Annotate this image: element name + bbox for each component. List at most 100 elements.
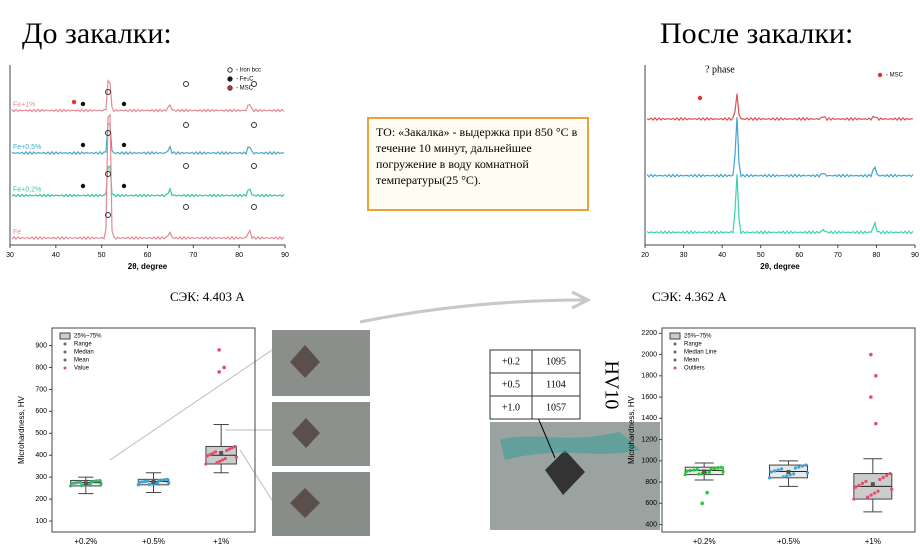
legend-swatch xyxy=(59,332,71,340)
y-tick-label: 800 xyxy=(645,479,657,486)
x-tick-label: 20 xyxy=(641,252,649,259)
mean xyxy=(870,482,875,487)
stain xyxy=(500,432,640,460)
outlier xyxy=(705,490,709,495)
plot-frame xyxy=(51,327,256,533)
legend-label: - Iron bcc xyxy=(236,68,261,74)
x-tick-label: 80 xyxy=(235,252,243,259)
point xyxy=(223,457,227,461)
peak-marker xyxy=(251,122,257,128)
x-tick-label: 50 xyxy=(757,252,765,259)
legend-label: 25%~75% xyxy=(74,334,102,340)
x-tick-label: 60 xyxy=(144,252,152,259)
legend-label: Mean xyxy=(74,358,89,364)
point xyxy=(769,470,773,474)
y-tick-label: 400 xyxy=(35,452,47,459)
legend-dot xyxy=(63,342,67,346)
point xyxy=(95,479,99,483)
x-tick-label: 30 xyxy=(6,252,14,259)
x-tick-label: +1% xyxy=(865,537,881,544)
outlier xyxy=(700,501,704,506)
point xyxy=(800,464,804,468)
peak-marker xyxy=(183,81,189,87)
point xyxy=(857,483,861,487)
mean xyxy=(219,451,224,456)
point xyxy=(147,482,151,487)
y-axis-label: Microhardness, HV xyxy=(17,395,26,464)
point xyxy=(227,447,232,451)
x-tick-label: 90 xyxy=(281,252,289,259)
point xyxy=(804,463,808,467)
peak-marker xyxy=(183,122,189,128)
point xyxy=(716,466,720,470)
y-tick-label: 700 xyxy=(35,386,47,393)
point xyxy=(214,450,218,454)
y-tick-label: 1000 xyxy=(641,458,657,465)
point xyxy=(881,475,885,480)
y-tick-label: 400 xyxy=(645,521,657,528)
point xyxy=(218,459,222,463)
point xyxy=(89,480,93,484)
peak-marker xyxy=(121,142,127,148)
peak-marker xyxy=(697,95,703,101)
outlier xyxy=(869,395,873,399)
mean xyxy=(151,479,156,484)
y-tick-label: 2000 xyxy=(641,351,657,358)
point xyxy=(205,454,209,458)
point xyxy=(234,455,238,459)
point xyxy=(146,479,150,483)
table-text: +1.0 xyxy=(502,402,520,413)
outlier xyxy=(222,365,226,370)
x-tick-label: 30 xyxy=(680,252,688,259)
mean xyxy=(702,469,707,474)
series-label: Fe+1% xyxy=(13,101,35,108)
plot-frame xyxy=(661,327,916,533)
arrow xyxy=(359,298,586,324)
point xyxy=(75,480,80,485)
legend-label: - MSC xyxy=(886,73,904,79)
point xyxy=(885,473,889,478)
point xyxy=(721,470,725,474)
point xyxy=(776,468,780,472)
point xyxy=(225,448,229,453)
legend-label: Median Line xyxy=(684,350,717,356)
peak-marker xyxy=(251,204,257,210)
point xyxy=(233,444,237,449)
point xyxy=(80,483,84,488)
xrd-curve xyxy=(646,93,914,122)
point xyxy=(160,478,164,482)
point xyxy=(852,497,856,501)
legend-dot xyxy=(63,358,67,362)
legend-dot xyxy=(673,350,677,354)
y-tick-label: 600 xyxy=(35,408,47,415)
point xyxy=(805,471,810,475)
peak-marker xyxy=(80,101,86,107)
legend-label: Outliers xyxy=(684,366,705,372)
point xyxy=(709,467,713,471)
x-tick-label: +0.5% xyxy=(777,537,800,544)
peak-marker xyxy=(105,89,111,95)
y-tick-label: 300 xyxy=(35,474,47,481)
point xyxy=(683,473,687,477)
legend-label: 25%~75% xyxy=(684,334,712,340)
y-tick-label: 600 xyxy=(645,500,657,507)
connector xyxy=(109,349,273,461)
legend-label: Mean xyxy=(684,358,699,364)
x-tick-label: +0.2% xyxy=(74,537,97,544)
legend-dot xyxy=(63,350,67,354)
x-tick-label: +1% xyxy=(213,537,229,544)
point xyxy=(136,483,140,487)
note: ТО: «Закалка» - выдержка при 850 °С в те… xyxy=(376,125,577,187)
point xyxy=(98,478,102,483)
point xyxy=(864,479,868,484)
xrd-curve xyxy=(646,116,914,178)
y-tick-label: 900 xyxy=(35,342,47,349)
xrd-curve xyxy=(11,113,285,241)
point xyxy=(685,469,689,473)
legend-symbol xyxy=(877,72,883,78)
point xyxy=(692,468,696,472)
point xyxy=(165,477,169,481)
outlier xyxy=(874,374,878,378)
point xyxy=(773,469,777,473)
